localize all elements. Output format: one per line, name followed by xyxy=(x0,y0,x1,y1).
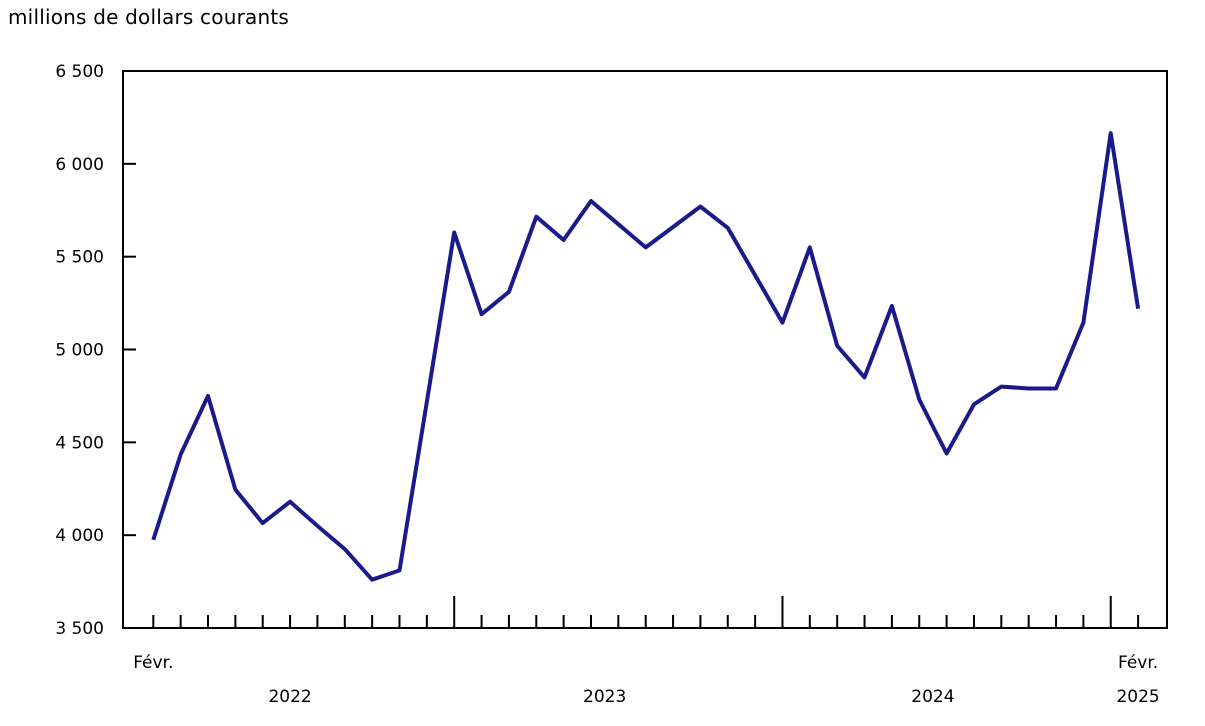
y-axis-label: 4 000 xyxy=(55,526,104,546)
chart-title: millions de dollars courants xyxy=(8,5,289,29)
x-label-year: 2022 xyxy=(268,687,311,707)
y-axis-label: 5 000 xyxy=(55,341,104,361)
x-label-first-month: Févr. xyxy=(133,653,173,673)
y-axis-label: 6 500 xyxy=(55,62,104,82)
plot-border xyxy=(122,70,1168,629)
x-label-last-month: Févr. xyxy=(1118,653,1158,673)
y-axis-label: 4 500 xyxy=(55,433,104,453)
x-label-year: 2024 xyxy=(911,687,954,707)
y-axis-label: 5 500 xyxy=(55,248,104,268)
x-label-last-year: 2025 xyxy=(1116,687,1159,707)
y-axis-label: 6 000 xyxy=(55,155,104,175)
data-line xyxy=(151,131,1141,582)
y-axis-label: 3 500 xyxy=(55,619,104,639)
x-label-year: 2023 xyxy=(583,687,626,707)
